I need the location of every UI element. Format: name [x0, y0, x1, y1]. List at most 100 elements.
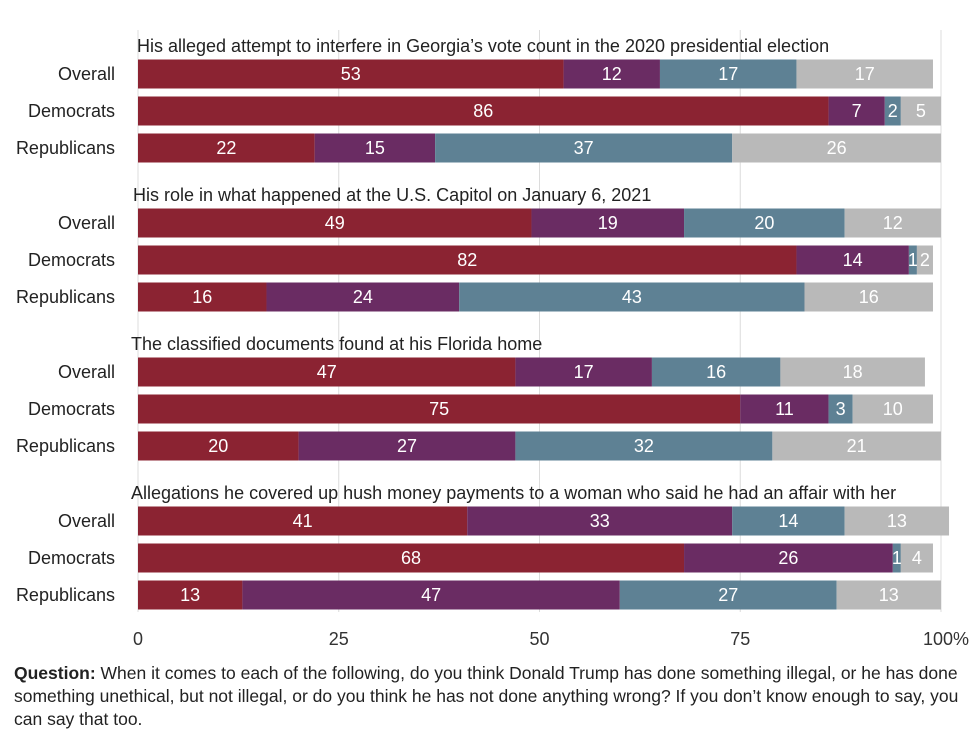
bar-segment	[563, 59, 660, 89]
data-label: 20	[208, 436, 228, 456]
row-label: Overall	[58, 362, 115, 382]
bar-segment	[138, 357, 516, 387]
data-label: 16	[706, 362, 726, 382]
data-label: 21	[847, 436, 867, 456]
bar-segment	[732, 133, 941, 163]
data-label: 11	[775, 399, 794, 419]
bar-segment	[796, 245, 909, 275]
bar-segment	[844, 506, 950, 536]
data-label: 47	[421, 585, 441, 605]
panel-title-2: His role in what happened at the U.S. Ca…	[133, 185, 651, 205]
row-label: Republicans	[16, 436, 115, 456]
data-label: 26	[778, 548, 798, 568]
bar-segment	[467, 506, 733, 536]
question-footnote: Question: When it comes to each of the f…	[14, 662, 974, 731]
data-label: 27	[718, 585, 738, 605]
data-label: 15	[365, 138, 385, 158]
data-label: 53	[341, 64, 361, 84]
row-label: Democrats	[28, 399, 115, 419]
bar-segment	[138, 133, 315, 163]
data-label: 2	[920, 250, 930, 270]
bar-segment	[138, 96, 829, 126]
row-label: Overall	[58, 213, 115, 233]
bar-segment	[138, 506, 468, 536]
data-label: 1	[892, 548, 902, 568]
data-label: 5	[916, 101, 926, 121]
bar-segment	[138, 282, 267, 312]
data-label: 41	[293, 511, 313, 531]
footnote-text: When it comes to each of the following, …	[14, 663, 959, 729]
data-label: 19	[598, 213, 618, 233]
bar-segment	[684, 543, 893, 573]
bar-segment	[531, 208, 685, 238]
bar-segment	[138, 245, 797, 275]
data-label: 16	[192, 287, 212, 307]
bar-segment	[740, 394, 829, 424]
row-label: Republicans	[16, 287, 115, 307]
bar-segment	[459, 282, 805, 312]
row-label: Overall	[58, 511, 115, 531]
bar-segment	[435, 133, 733, 163]
bar-segment	[828, 96, 885, 126]
data-label: 18	[843, 362, 863, 382]
bar-segment	[659, 59, 797, 89]
data-label: 17	[574, 362, 594, 382]
row-label: Overall	[58, 64, 115, 84]
bar-segment	[772, 431, 941, 461]
bar-segment	[138, 580, 243, 610]
data-label: 26	[827, 138, 847, 158]
data-label: 86	[473, 101, 493, 121]
data-label: 3	[836, 399, 846, 419]
bar-segment	[266, 282, 460, 312]
bar-segment	[138, 208, 532, 238]
bar-segment	[828, 394, 853, 424]
bar-segment	[908, 245, 917, 275]
panel-title-3: The classified documents found at his Fl…	[131, 334, 542, 354]
data-label: 16	[859, 287, 879, 307]
bar-segment	[852, 394, 933, 424]
x-tick-label: 50	[529, 629, 549, 649]
data-label: 1	[908, 250, 918, 270]
row-label: Republicans	[16, 585, 115, 605]
data-label: 13	[180, 585, 200, 605]
bar-segment	[138, 543, 685, 573]
x-tick-label: 100%	[923, 629, 969, 649]
data-label: 49	[325, 213, 345, 233]
bar-segment	[836, 580, 941, 610]
data-label: 2	[888, 101, 898, 121]
bar-segment	[138, 394, 741, 424]
data-label: 24	[353, 287, 373, 307]
footnote-label: Question:	[14, 663, 96, 683]
panel-title-1: His alleged attempt to interfere in Geor…	[137, 36, 829, 56]
x-tick-label: 75	[730, 629, 750, 649]
data-label: 82	[457, 250, 477, 270]
data-label: 12	[883, 213, 903, 233]
data-label: 12	[602, 64, 622, 84]
row-label: Democrats	[28, 548, 115, 568]
bar-segment	[138, 59, 564, 89]
data-label: 43	[622, 287, 642, 307]
bar-segment	[298, 431, 516, 461]
data-label: 47	[317, 362, 337, 382]
bar-segment	[242, 580, 620, 610]
data-label: 75	[429, 399, 449, 419]
row-label: Republicans	[16, 138, 115, 158]
x-tick-label: 0	[133, 629, 143, 649]
bar-segment	[732, 506, 845, 536]
row-label: Democrats	[28, 250, 115, 270]
chart-canvas: His alleged attempt to interfere in Geor…	[16, 30, 969, 649]
data-label: 20	[754, 213, 774, 233]
data-label: 32	[634, 436, 654, 456]
row-label: Democrats	[28, 101, 115, 121]
bar-segment	[651, 357, 781, 387]
data-label: 7	[852, 101, 862, 121]
bar-segment	[900, 96, 941, 126]
data-label: 37	[574, 138, 594, 158]
data-label: 4	[912, 548, 922, 568]
bar-segment	[804, 282, 933, 312]
bar-segment	[892, 543, 901, 573]
data-label: 13	[887, 511, 907, 531]
data-label: 14	[843, 250, 863, 270]
data-label: 27	[397, 436, 417, 456]
